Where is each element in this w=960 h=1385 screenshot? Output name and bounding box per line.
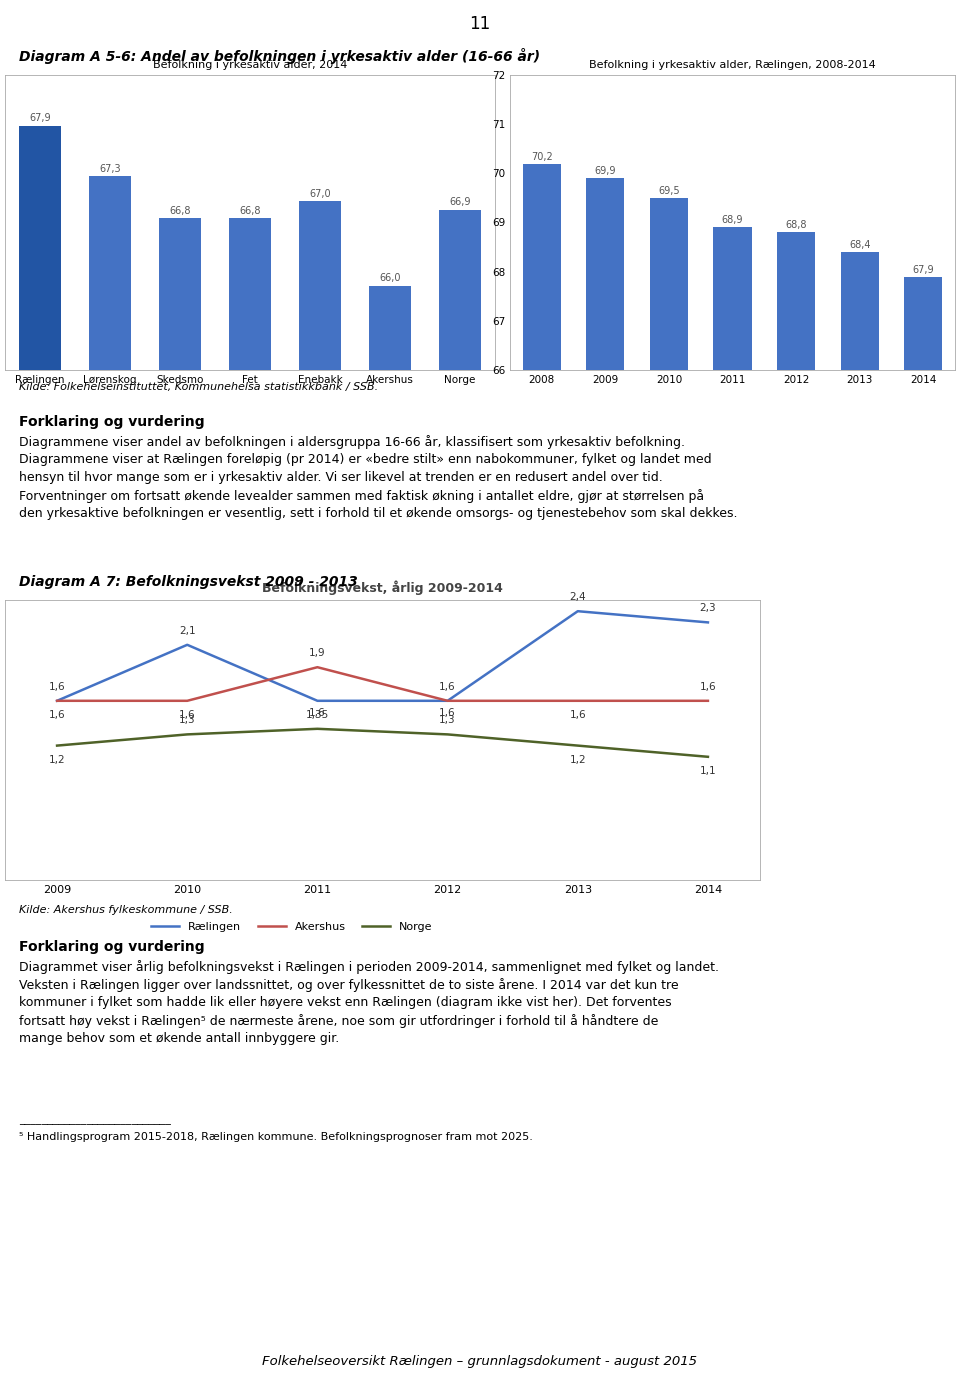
Text: 1,1: 1,1 [700,766,716,776]
Bar [650,198,688,1385]
Text: 1,2: 1,2 [569,755,586,765]
Text: fortsatt høy vekst i Rælingen⁵ de nærmeste årene, noe som gir utfordringer i for: fortsatt høy vekst i Rælingen⁵ de nærmes… [19,1014,659,1028]
Text: 66,0: 66,0 [379,273,400,283]
Bar [841,252,878,1385]
Bar [369,285,411,1385]
Text: Diagrammene viser andel av befolkningen i aldersgruppa 16-66 år, klassifisert so: Diagrammene viser andel av befolkningen … [19,435,685,449]
Text: Diagram A 7: Befolkningsvekst 2009 - 2013: Diagram A 7: Befolkningsvekst 2009 - 201… [19,575,358,589]
Text: 66,8: 66,8 [169,206,191,216]
Text: Kilde: Akershus fylkeskommune / SSB.: Kilde: Akershus fylkeskommune / SSB. [19,904,233,915]
Text: 68,8: 68,8 [785,220,806,230]
Text: Diagrammet viser årlig befolkningsvekst i Rælingen i perioden 2009-2014, sammenl: Diagrammet viser årlig befolkningsvekst … [19,960,719,974]
Text: 1,35: 1,35 [306,711,329,720]
Bar [229,219,271,1385]
Text: 1,6: 1,6 [49,711,65,720]
Text: ⁵ Handlingsprogram 2015-2018, Rælingen kommune. Befolkningsprognoser fram mot 20: ⁵ Handlingsprogram 2015-2018, Rælingen k… [19,1132,533,1143]
Bar [904,277,943,1385]
Bar [159,219,201,1385]
Text: 66,8: 66,8 [239,206,261,216]
Text: 1,9: 1,9 [309,648,325,658]
Text: 1,6: 1,6 [309,708,325,717]
Bar [299,201,341,1385]
Bar [89,176,131,1385]
Text: mange behov som et økende antall innbyggere gir.: mange behov som et økende antall innbygg… [19,1032,340,1046]
Text: 2,1: 2,1 [179,626,196,636]
Text: 69,5: 69,5 [659,186,680,195]
Title: Befolkningsvekst, årlig 2009-2014: Befolkningsvekst, årlig 2009-2014 [262,580,503,594]
Text: 1,6: 1,6 [440,708,456,717]
Text: 66,9: 66,9 [449,197,470,208]
Text: Forklaring og vurdering: Forklaring og vurdering [19,416,204,429]
Text: 67,0: 67,0 [309,188,331,199]
Title: Befolkning i yrkesaktiv alder, 2014: Befolkning i yrkesaktiv alder, 2014 [153,60,348,71]
Text: 67,9: 67,9 [29,114,51,123]
Text: 67,9: 67,9 [912,265,934,274]
Bar [587,179,624,1385]
Text: Diagrammene viser at Rælingen foreløpig (pr 2014) er «bedre stilt» enn nabokommu: Diagrammene viser at Rælingen foreløpig … [19,453,711,465]
Text: 69,9: 69,9 [594,166,616,176]
Text: 1,6: 1,6 [440,681,456,692]
Bar [522,163,561,1385]
Text: Diagram A 5-6: Andel av befolkningen i yrkesaktiv alder (16-66 år): Diagram A 5-6: Andel av befolkningen i y… [19,48,540,64]
Text: 70,2: 70,2 [531,151,553,162]
Text: 2,4: 2,4 [569,593,586,602]
Text: hensyn til hvor mange som er i yrkesaktiv alder. Vi ser likevel at trenden er en: hensyn til hvor mange som er i yrkesakti… [19,471,663,483]
Text: 68,4: 68,4 [849,240,871,251]
Legend: Rælingen, Akershus, Norge: Rælingen, Akershus, Norge [147,917,437,936]
Text: Kilde: Folkehelseinstituttet, Kommunehelsa statistikkbank / SSB.: Kilde: Folkehelseinstituttet, Kommunehel… [19,382,378,392]
Text: 1,6: 1,6 [700,681,716,692]
Text: ___________________________: ___________________________ [19,1115,171,1125]
Text: kommuner i fylket som hadde lik eller høyere vekst enn Rælingen (diagram ikke vi: kommuner i fylket som hadde lik eller hø… [19,996,672,1010]
Text: 1,6: 1,6 [179,711,196,720]
Text: 1,3: 1,3 [440,716,456,726]
Bar [777,233,815,1385]
Text: 1,6: 1,6 [569,711,586,720]
Text: Forklaring og vurdering: Forklaring og vurdering [19,940,204,954]
Text: 1,6: 1,6 [49,681,65,692]
Title: Befolkning i yrkesaktiv alder, Rælingen, 2008-2014: Befolkning i yrkesaktiv alder, Rælingen,… [589,60,876,71]
Text: 1,2: 1,2 [49,755,65,765]
Text: 68,9: 68,9 [722,216,743,226]
Bar [713,227,752,1385]
Text: 67,3: 67,3 [99,163,121,173]
Text: Folkehelseoversikt Rælingen – grunnlagsdokument - august 2015: Folkehelseoversikt Rælingen – grunnlagsd… [262,1355,698,1368]
Bar [439,211,481,1385]
Text: 11: 11 [469,15,491,33]
Text: den yrkesaktive befolkningen er vesentlig, sett i forhold til et økende omsorgs-: den yrkesaktive befolkningen er vesentli… [19,507,737,519]
Text: Forventninger om fortsatt økende levealder sammen med faktisk økning i antallet : Forventninger om fortsatt økende leveald… [19,489,705,503]
Text: 2,3: 2,3 [700,604,716,614]
Text: Veksten i Rælingen ligger over landssnittet, og over fylkessnittet de to siste å: Veksten i Rælingen ligger over landssnit… [19,978,679,992]
Bar [19,126,61,1385]
Text: 1,3: 1,3 [179,716,196,726]
